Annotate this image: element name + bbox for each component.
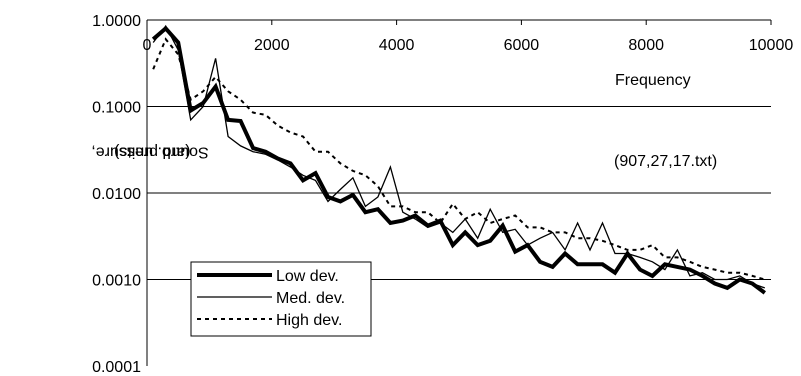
file-annotation: (907,27,17.txt)	[614, 153, 718, 170]
series-group	[151, 24, 767, 295]
series-line-med-dev	[152, 24, 766, 289]
legend: Low dev. Med. dev. High dev.	[190, 261, 372, 337]
y-axis-label-line2: (arb. units).	[109, 143, 191, 161]
legend-label: Med. dev.	[276, 290, 345, 307]
x-tick-label: 0	[143, 37, 152, 54]
y-axis-label: Sound pressure, (arb. units).	[2, 60, 208, 300]
y-tick-label: 1.0000	[92, 13, 141, 30]
y-tick-label: 0.1000	[92, 100, 141, 117]
y-tick-label: 0.0010	[92, 273, 141, 290]
y-tick-label: 0.0001	[92, 359, 141, 376]
x-tick-label: 4000	[379, 37, 415, 54]
series-line-low-dev	[151, 25, 767, 295]
legend-label: Low dev.	[276, 268, 339, 285]
axes	[146, 19, 772, 366]
series-line-high-dev	[152, 37, 766, 281]
y-tick-label: 0.0100	[92, 186, 141, 203]
tick-labels: 1.0000 0.1000 0.0100 0.0010 0.0001 0 2000 4000 6…	[92, 13, 793, 376]
x-tick-label: 10000	[749, 37, 794, 54]
x-tick-label: 2000	[254, 37, 290, 54]
x-tick-label: 8000	[628, 37, 664, 54]
x-tick-label: 6000	[504, 37, 540, 54]
x-axis-label: Frequency	[615, 72, 691, 89]
legend-label: High dev.	[276, 312, 342, 329]
gridlines	[147, 106, 771, 280]
